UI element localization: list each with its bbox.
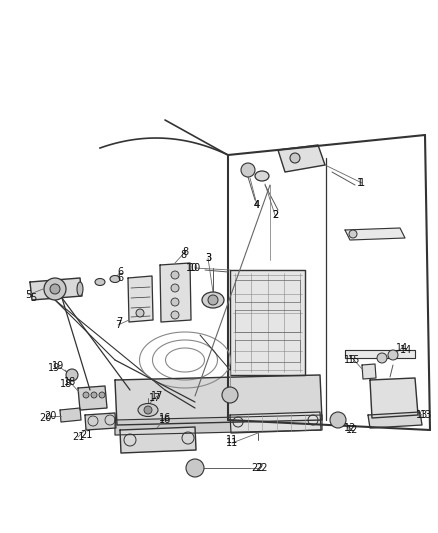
- Ellipse shape: [77, 282, 83, 296]
- Text: 22: 22: [252, 463, 264, 473]
- Text: 13: 13: [420, 410, 432, 420]
- Circle shape: [50, 284, 60, 294]
- Ellipse shape: [138, 403, 158, 416]
- Text: 5: 5: [25, 290, 31, 300]
- Ellipse shape: [95, 279, 105, 286]
- Circle shape: [222, 387, 238, 403]
- Polygon shape: [60, 408, 81, 422]
- Circle shape: [99, 392, 105, 398]
- Text: 3: 3: [205, 253, 211, 263]
- Circle shape: [91, 392, 97, 398]
- Circle shape: [290, 153, 300, 163]
- Text: 2: 2: [272, 210, 278, 220]
- Text: 15: 15: [348, 355, 360, 365]
- Ellipse shape: [110, 276, 120, 282]
- Circle shape: [83, 392, 89, 398]
- Polygon shape: [120, 427, 196, 453]
- Polygon shape: [30, 278, 82, 300]
- Text: 1: 1: [359, 178, 365, 188]
- Polygon shape: [128, 276, 153, 322]
- Polygon shape: [370, 378, 418, 418]
- Text: 5: 5: [30, 293, 36, 303]
- Text: 18: 18: [64, 377, 76, 387]
- Polygon shape: [78, 386, 107, 410]
- Text: 20: 20: [44, 411, 56, 421]
- Text: 7: 7: [116, 317, 122, 327]
- Text: 10: 10: [189, 263, 201, 273]
- Text: 14: 14: [396, 343, 408, 353]
- Polygon shape: [278, 145, 325, 172]
- Text: 22: 22: [255, 463, 268, 473]
- Text: 4: 4: [254, 200, 260, 210]
- Text: 4: 4: [254, 200, 260, 210]
- Text: 13: 13: [416, 410, 428, 420]
- Text: 17: 17: [149, 393, 161, 403]
- Circle shape: [171, 284, 179, 292]
- Ellipse shape: [255, 171, 269, 181]
- Text: 12: 12: [344, 423, 356, 433]
- Text: 21: 21: [80, 430, 92, 440]
- Text: 12: 12: [346, 425, 358, 435]
- Text: 20: 20: [39, 413, 52, 423]
- Circle shape: [44, 278, 66, 300]
- Text: 6: 6: [117, 273, 123, 283]
- Text: 2: 2: [272, 210, 278, 220]
- Polygon shape: [230, 412, 321, 433]
- Text: 19: 19: [48, 363, 60, 373]
- Polygon shape: [345, 350, 415, 358]
- Text: 11: 11: [226, 438, 238, 448]
- Circle shape: [349, 230, 357, 238]
- Circle shape: [241, 163, 255, 177]
- Circle shape: [144, 406, 152, 414]
- Text: 16: 16: [159, 413, 171, 423]
- Circle shape: [377, 353, 387, 363]
- Polygon shape: [115, 375, 322, 425]
- Text: 8: 8: [182, 247, 188, 257]
- Circle shape: [171, 271, 179, 279]
- Text: 14: 14: [400, 345, 412, 355]
- Circle shape: [136, 309, 144, 317]
- Text: 19: 19: [52, 361, 64, 371]
- Text: 6: 6: [117, 267, 123, 277]
- Polygon shape: [85, 413, 116, 430]
- Polygon shape: [230, 270, 305, 375]
- Text: 1: 1: [357, 178, 363, 188]
- Text: 7: 7: [115, 320, 121, 330]
- Circle shape: [388, 350, 398, 360]
- Polygon shape: [362, 364, 376, 379]
- Circle shape: [66, 369, 78, 381]
- Text: 18: 18: [60, 379, 72, 389]
- Text: 17: 17: [151, 391, 163, 401]
- Circle shape: [186, 459, 204, 477]
- Ellipse shape: [202, 292, 224, 308]
- Text: 10: 10: [186, 263, 198, 273]
- Text: 8: 8: [180, 250, 186, 260]
- Circle shape: [171, 311, 179, 319]
- Polygon shape: [115, 415, 322, 435]
- Polygon shape: [368, 412, 422, 428]
- Text: 21: 21: [72, 432, 84, 442]
- Polygon shape: [160, 263, 191, 322]
- Polygon shape: [345, 228, 405, 240]
- Text: 15: 15: [344, 355, 356, 365]
- Text: 16: 16: [159, 415, 171, 425]
- Text: 11: 11: [226, 435, 238, 445]
- Text: 3: 3: [205, 253, 211, 263]
- Circle shape: [171, 298, 179, 306]
- Circle shape: [208, 295, 218, 305]
- Circle shape: [330, 412, 346, 428]
